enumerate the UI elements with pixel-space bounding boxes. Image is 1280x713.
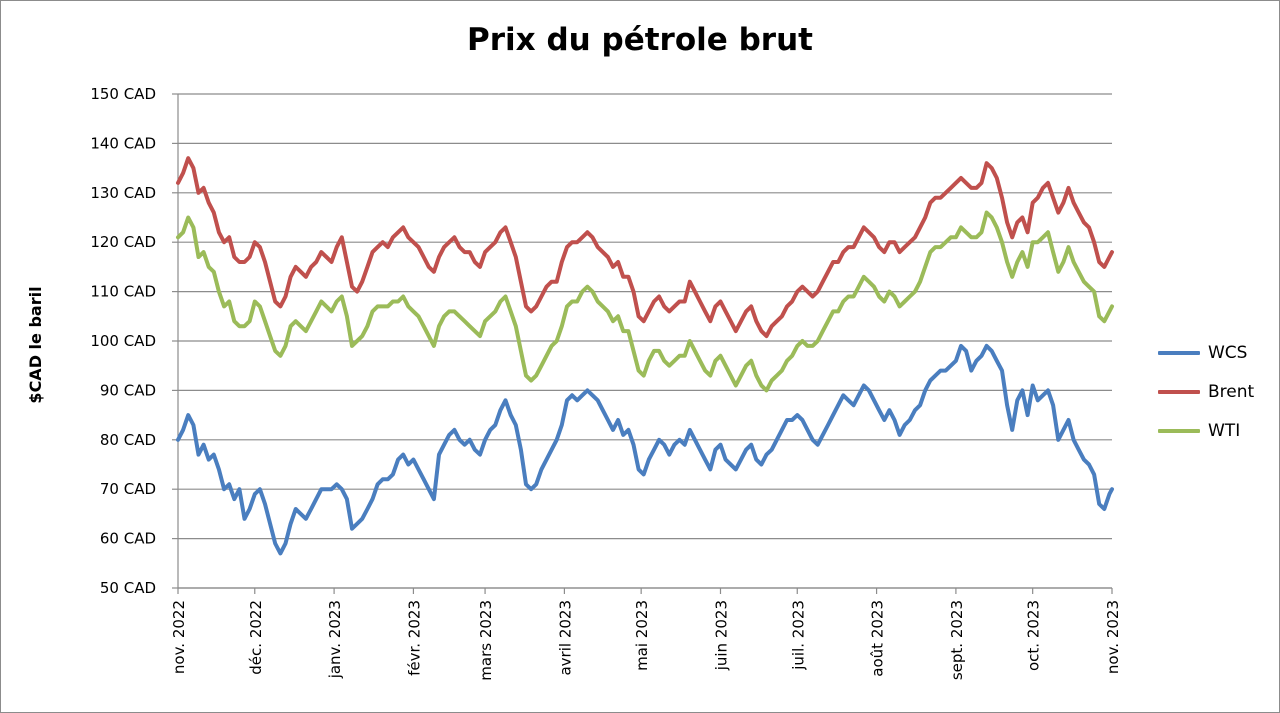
y-tick-label: 100 CAD xyxy=(90,332,156,350)
legend-item-brent: Brent xyxy=(1158,382,1254,402)
axes xyxy=(177,94,1113,594)
x-tick-label: déc. 2022 xyxy=(247,600,265,675)
x-tick-label: avril 2023 xyxy=(556,600,574,676)
y-tick-label: 60 CAD xyxy=(100,530,156,548)
y-tick-label: 150 CAD xyxy=(90,85,156,103)
x-tick-label: juin 2023 xyxy=(712,600,730,671)
grid-lines xyxy=(172,93,1112,589)
y-axis-ticks: 50 CAD 60 CAD 70 CAD 80 CAD 90 CAD 100 CAD 110… xyxy=(90,85,156,597)
x-tick-label: mai 2023 xyxy=(633,600,651,671)
y-tick-label: 110 CAD xyxy=(90,283,156,301)
x-axis-ticks: nov. 2022 déc. 2022 janv. 2023 févr. 2023 ma… xyxy=(170,600,1122,681)
y-tick-label: 80 CAD xyxy=(100,431,156,449)
x-tick-label: sept. 2023 xyxy=(948,600,966,680)
legend-swatch-brent xyxy=(1158,390,1200,394)
chart-title: Prix du pétrole brut xyxy=(467,22,813,58)
x-tick-label: janv. 2023 xyxy=(326,600,344,679)
x-tick-label: août 2023 xyxy=(869,600,887,677)
legend-item-wcs: WCS xyxy=(1158,343,1247,363)
x-tick-label: juil. 2023 xyxy=(789,600,807,671)
x-tick-label: févr. 2023 xyxy=(405,600,423,676)
x-tick-label: nov. 2023 xyxy=(1104,600,1122,674)
y-tick-label: 70 CAD xyxy=(100,480,156,498)
series-lines xyxy=(176,156,1114,556)
x-tick-label: oct. 2023 xyxy=(1025,600,1043,671)
series-line-wcs xyxy=(176,343,1114,556)
legend-label-brent: Brent xyxy=(1208,382,1255,402)
legend-label-wti: WTI xyxy=(1208,421,1241,441)
series-line-brent xyxy=(176,156,1114,339)
x-tick-label: nov. 2022 xyxy=(170,600,188,674)
y-tick-label: 120 CAD xyxy=(90,233,156,251)
legend-label-wcs: WCS xyxy=(1208,343,1248,363)
y-tick-label: 140 CAD xyxy=(90,134,156,152)
legend-swatch-wti xyxy=(1158,429,1200,433)
x-tick-label: mars 2023 xyxy=(477,600,495,681)
y-tick-label: 50 CAD xyxy=(100,579,156,597)
y-tick-label: 130 CAD xyxy=(90,184,156,202)
series-line-wti xyxy=(176,210,1114,393)
y-tick-label: 90 CAD xyxy=(100,381,156,399)
legend-swatch-wcs xyxy=(1158,351,1200,355)
legend-item-wti: WTI xyxy=(1158,421,1240,441)
